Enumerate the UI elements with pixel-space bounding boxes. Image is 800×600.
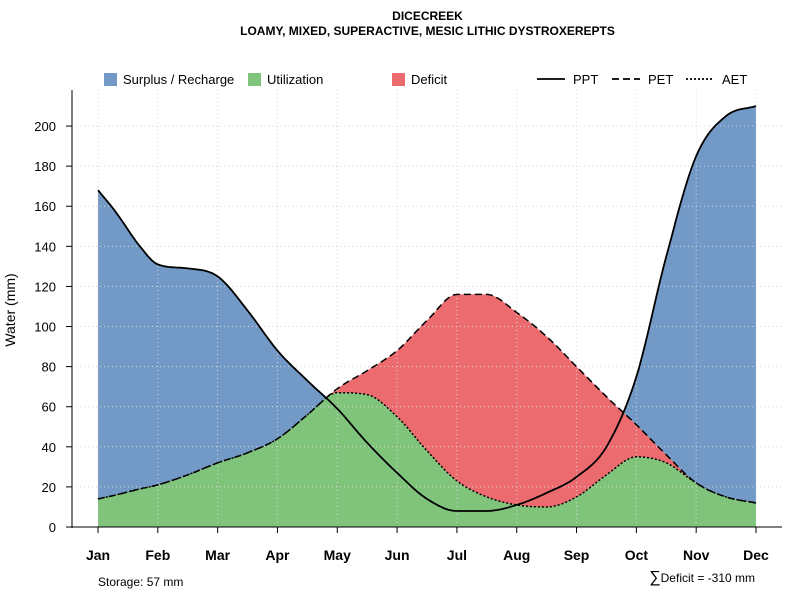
sum-symbol: ∑ <box>649 569 661 586</box>
y-tick-label: 200 <box>34 119 56 134</box>
legend-label: Surplus / Recharge <box>123 72 234 87</box>
y-tick-label: 120 <box>34 279 56 294</box>
x-tick-label: Oct <box>625 547 649 563</box>
legend-label: AET <box>722 72 747 87</box>
x-tick-label: Apr <box>265 547 290 563</box>
legend-label: Deficit <box>411 72 448 87</box>
x-tick-label: Jul <box>447 547 467 563</box>
x-tick-label: May <box>324 547 351 563</box>
grid-layer <box>72 90 782 528</box>
y-tick-label: 40 <box>42 440 56 455</box>
deficit-note-text: Deficit = -310 mm <box>660 571 755 585</box>
chart-title: DICECREEK <box>392 9 463 23</box>
y-tick-label: 180 <box>34 159 56 174</box>
storage-note: Storage: 57 mm <box>98 575 184 589</box>
legend-swatch <box>104 73 117 86</box>
legend-swatch <box>392 73 405 86</box>
y-tick-label: 100 <box>34 320 56 335</box>
y-tick-label: 160 <box>34 199 56 214</box>
chart-subtitle: LOAMY, MIXED, SUPERACTIVE, MESIC LITHIC … <box>240 24 615 38</box>
deficit-note: ∑Deficit = -310 mm <box>649 569 755 587</box>
legend-label: PPT <box>573 72 598 87</box>
ppt-line <box>97 105 757 512</box>
x-tick-label: Sep <box>564 547 590 563</box>
line-layer <box>97 105 757 512</box>
y-axis-label: Water (mm) <box>2 273 18 346</box>
y-tick-label: 60 <box>42 400 56 415</box>
surplus-area-upper <box>98 106 756 503</box>
legend: Surplus / Recharge Utilization Deficit PPT P… <box>104 72 747 87</box>
x-tick-label: Jan <box>86 547 110 563</box>
area-layer <box>98 106 756 527</box>
x-tick-label: Dec <box>743 547 769 563</box>
y-tick-label: 80 <box>42 360 56 375</box>
pet-line <box>97 293 757 504</box>
legend-swatch <box>248 73 261 86</box>
x-tick-label: Aug <box>503 547 530 563</box>
axes-layer: 0 20 40 60 80 100 120 140 160 180 200 Jan Feb Mar Apr M… <box>2 90 782 563</box>
utilization-area <box>98 392 756 527</box>
y-tick-label: 140 <box>34 239 56 254</box>
x-tick-label: Nov <box>683 547 710 563</box>
legend-label: PET <box>648 72 673 87</box>
x-tick-label: Jun <box>385 547 410 563</box>
x-tick-label: Feb <box>145 547 170 563</box>
x-tick-label: Mar <box>205 547 230 563</box>
legend-label: Utilization <box>267 72 323 87</box>
y-tick-label: 0 <box>49 520 56 535</box>
y-tick-label: 20 <box>42 480 56 495</box>
